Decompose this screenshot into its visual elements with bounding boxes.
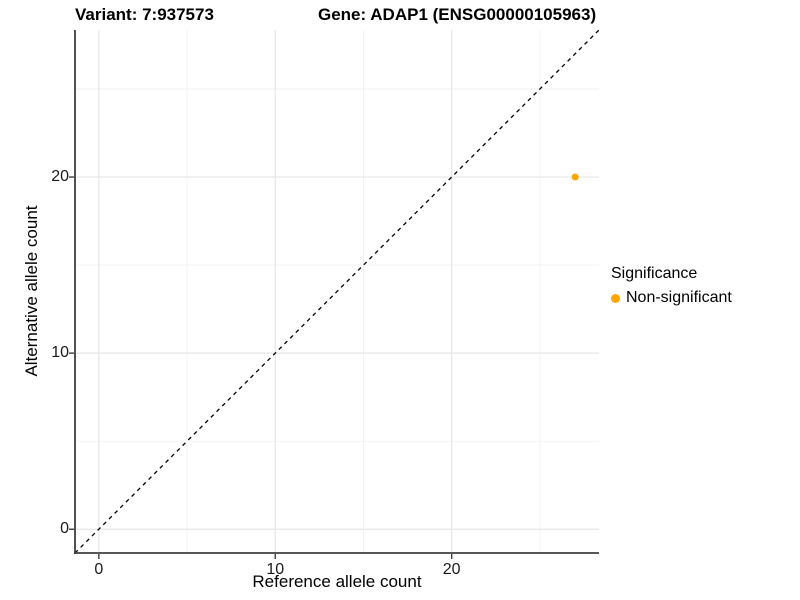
legend-item-label: Non-significant — [626, 289, 732, 306]
y-tick-label: 20 — [51, 168, 69, 186]
legend-item: Non-significant — [611, 289, 732, 307]
x-axis-label: Reference allele count — [252, 572, 422, 591]
variant-title: Variant: 7:937573 — [75, 5, 214, 24]
data-point — [571, 173, 579, 181]
y-tick-label: 0 — [60, 520, 69, 538]
x-tick-label: 20 — [442, 561, 461, 578]
x-tick-label: 10 — [266, 561, 285, 578]
legend-point-icon — [611, 293, 620, 303]
legend-items: Non-significant — [611, 289, 732, 307]
y-axis-label: Alternative allele count — [22, 205, 41, 377]
identity-reference-line — [74, 29, 600, 554]
y-tick-label: 10 — [51, 344, 69, 362]
legend-title: Significance — [611, 265, 698, 282]
x-tick-label: 0 — [94, 561, 104, 578]
legend: Significance Non-significant — [611, 265, 732, 307]
gene-title: Gene: ADAP1 (ENSG00000105963) — [318, 5, 597, 24]
